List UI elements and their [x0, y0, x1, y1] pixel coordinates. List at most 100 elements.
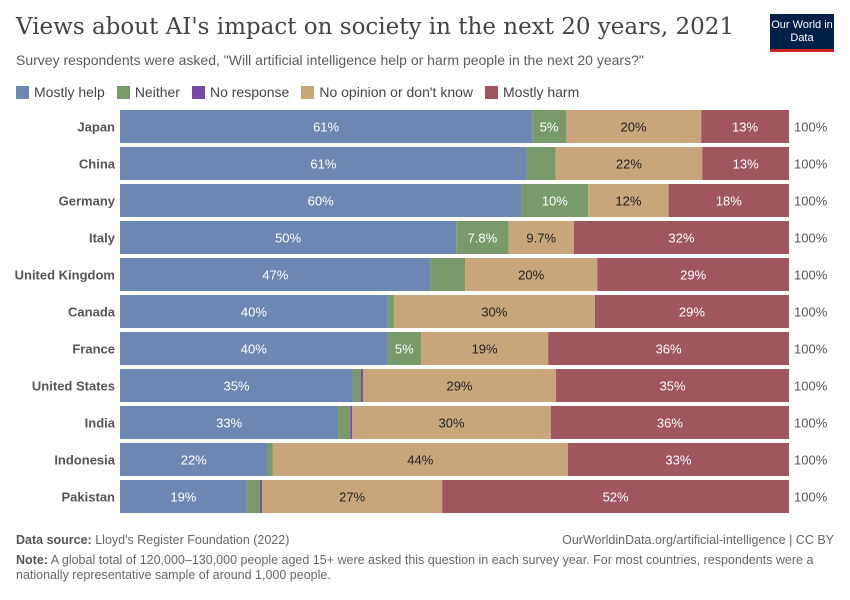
bar-segment[interactable] — [120, 480, 247, 513]
bar-segment[interactable] — [387, 332, 422, 365]
bar-segment[interactable] — [567, 443, 789, 476]
total-label: 100% — [794, 379, 828, 394]
total-label: 100% — [794, 268, 828, 283]
bar-segment[interactable] — [120, 406, 339, 439]
bar-segment[interactable] — [548, 332, 789, 365]
bar-segment[interactable] — [555, 147, 703, 180]
bar-segment[interactable] — [588, 184, 669, 217]
source-text[interactable]: Lloyd's Register Foundation (2022) — [95, 533, 290, 547]
data-label: 47% — [262, 268, 288, 283]
category-label: Japan — [77, 120, 115, 135]
legend-label: Mostly help — [34, 84, 105, 100]
data-label: 30% — [439, 416, 465, 431]
bar-segment[interactable] — [556, 369, 789, 402]
bar-segment[interactable] — [594, 295, 789, 328]
bar-segment[interactable] — [430, 258, 466, 291]
legend-label: No response — [209, 84, 290, 100]
legend-swatch — [116, 85, 130, 99]
data-source: Data source: Lloyd's Register Foundation… — [16, 533, 289, 547]
bar-segment[interactable] — [246, 480, 261, 513]
data-label: 61% — [310, 157, 336, 172]
total-label: 100% — [794, 490, 828, 505]
data-label: 5% — [540, 120, 559, 135]
total-label: 100% — [794, 231, 828, 246]
legend-item[interactable]: Mostly help — [16, 84, 105, 100]
data-label: 7.8% — [468, 231, 498, 246]
chart-subtitle: Survey respondents were asked, "Will art… — [16, 52, 644, 68]
bar-segment[interactable] — [352, 406, 551, 439]
bar-segment[interactable] — [550, 406, 789, 439]
legend: Mostly help Neither No response No opinion … — [16, 84, 579, 100]
bar-segment[interactable] — [362, 369, 557, 402]
bar-segment[interactable] — [267, 443, 273, 476]
data-label: 27% — [339, 490, 365, 505]
bar-segment[interactable] — [465, 258, 598, 291]
legend-item[interactable]: No opinion or don't know — [301, 84, 473, 100]
bar-segment[interactable] — [260, 480, 263, 513]
bar-segment[interactable] — [573, 221, 789, 254]
bar-segment[interactable] — [442, 480, 789, 513]
data-label: 40% — [241, 305, 267, 320]
category-label: Germany — [59, 194, 116, 209]
bar-segment[interactable] — [120, 295, 388, 328]
data-label: 30% — [481, 305, 507, 320]
bar-segment[interactable] — [597, 258, 789, 291]
legend-swatch — [16, 85, 29, 99]
bar-segment[interactable] — [338, 406, 351, 439]
bar-segment[interactable] — [120, 147, 527, 180]
bar-segment[interactable] — [393, 295, 595, 328]
note-label: Note: — [16, 553, 48, 567]
bar-segment[interactable] — [120, 332, 388, 365]
bar-segment[interactable] — [352, 369, 361, 402]
bar-segment[interactable] — [532, 110, 566, 143]
data-label: 50% — [275, 231, 301, 246]
note: Note: A global total of 120,000–130,000 … — [16, 553, 816, 583]
legend-item[interactable]: Neither — [116, 84, 180, 100]
data-label: 36% — [656, 342, 682, 357]
bar-segment[interactable] — [456, 221, 509, 254]
category-label: United States — [32, 379, 115, 394]
bar-segment[interactable] — [262, 480, 443, 513]
bar-segment[interactable] — [387, 295, 394, 328]
category-label: India — [85, 416, 116, 431]
data-label: 20% — [518, 268, 544, 283]
bar-segment[interactable] — [421, 332, 549, 365]
bar-segment[interactable] — [120, 258, 431, 291]
bar-segment[interactable] — [120, 184, 522, 217]
bar-segment[interactable] — [360, 369, 363, 402]
data-label: 32% — [668, 231, 694, 246]
legend-swatch — [301, 85, 315, 99]
data-label: 13% — [733, 157, 759, 172]
bar-segment[interactable] — [120, 221, 457, 254]
bar-segment[interactable] — [508, 221, 574, 254]
data-label: 22% — [181, 453, 207, 468]
bar-segment[interactable] — [120, 110, 533, 143]
data-label: 35% — [659, 379, 685, 394]
legend-label: Mostly harm — [503, 84, 580, 100]
data-label: 52% — [603, 490, 629, 505]
legend-item[interactable]: Mostly harm — [485, 84, 579, 100]
bar-segment[interactable] — [350, 406, 353, 439]
source-url[interactable]: OurWorldinData.org/artificial-intelligen… — [562, 533, 834, 547]
bar-segment[interactable] — [272, 443, 568, 476]
bar-segment[interactable] — [701, 110, 789, 143]
category-label: France — [72, 342, 115, 357]
bar-segment[interactable] — [120, 443, 268, 476]
legend-label: Neither — [134, 84, 180, 100]
bar-segment[interactable] — [566, 110, 702, 143]
bar-segment[interactable] — [521, 184, 589, 217]
data-label: 61% — [313, 120, 339, 135]
bar-segment[interactable] — [526, 147, 556, 180]
owid-logo[interactable]: Our World in Data — [770, 14, 834, 52]
legend-item[interactable]: No response — [191, 84, 290, 100]
bar-segment[interactable] — [668, 184, 789, 217]
category-label: Canada — [68, 305, 116, 320]
data-label: 18% — [716, 194, 742, 209]
bar-segment[interactable] — [702, 147, 789, 180]
chart-title: Views about AI's impact on society in th… — [16, 14, 735, 40]
bar-segment[interactable] — [120, 369, 353, 402]
legend-swatch — [485, 85, 499, 99]
data-label: 40% — [241, 342, 267, 357]
data-label: 44% — [407, 453, 433, 468]
source-label: Data source: — [16, 533, 92, 547]
